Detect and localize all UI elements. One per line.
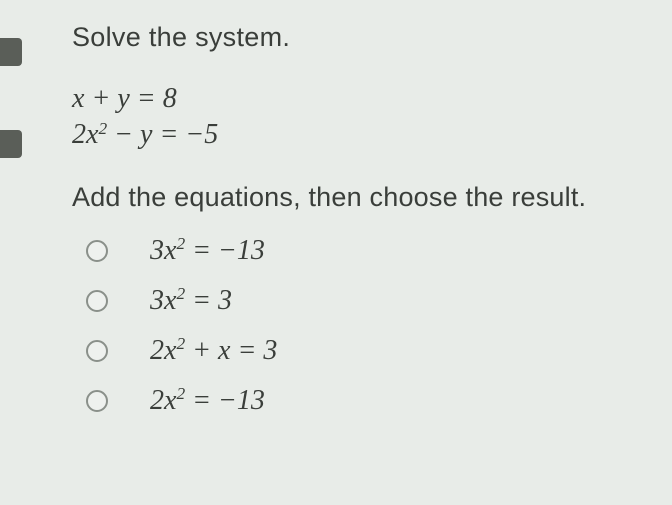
options-group: 3 x2 = −13 3 x2 = 3 2 x2 + x bbox=[72, 235, 672, 417]
option-3[interactable]: 2 x2 + x = 3 bbox=[86, 335, 672, 367]
eq2-var1-base: x bbox=[86, 119, 98, 150]
eq2-term2: y bbox=[140, 117, 152, 153]
radio-icon[interactable] bbox=[86, 390, 108, 412]
eq2-eq: = bbox=[152, 117, 185, 153]
equation-1: x + y = 8 bbox=[72, 81, 672, 117]
eq1-term1: x bbox=[72, 81, 84, 117]
eq2-var1: x2 bbox=[86, 117, 107, 153]
eq2-coef1: 2 bbox=[72, 117, 86, 153]
eq1-rhs: 8 bbox=[163, 81, 177, 117]
opt3-rhs: 3 bbox=[263, 335, 277, 367]
eq2-op1: − bbox=[107, 117, 140, 153]
option-1-text: 3 x2 = −13 bbox=[150, 235, 265, 267]
radio-icon[interactable] bbox=[86, 290, 108, 312]
opt1-var-base: x bbox=[164, 235, 176, 266]
opt3-var: x2 bbox=[164, 335, 185, 367]
option-2-text: 3 x2 = 3 bbox=[150, 285, 232, 317]
prompt-text: Solve the system. bbox=[72, 22, 672, 53]
option-4[interactable]: 2 x2 = −13 bbox=[86, 385, 672, 417]
opt3-eq: = bbox=[230, 335, 263, 367]
opt4-eq: = bbox=[185, 385, 218, 417]
system-equations: x + y = 8 2 x2 − y = −5 bbox=[72, 81, 672, 154]
opt4-var-base: x bbox=[164, 385, 176, 416]
radio-icon[interactable] bbox=[86, 240, 108, 262]
question-panel: Solve the system. x + y = 8 2 x2 − y = −… bbox=[0, 0, 672, 417]
opt4-rhs: −13 bbox=[218, 385, 265, 417]
radio-icon[interactable] bbox=[86, 340, 108, 362]
option-3-text: 2 x2 + x = 3 bbox=[150, 335, 277, 367]
instruction-text: Add the equations, then choose the resul… bbox=[72, 182, 672, 213]
eq1-op1: + bbox=[84, 81, 117, 117]
opt4-var: x2 bbox=[164, 385, 185, 417]
opt3-coef: 2 bbox=[150, 335, 164, 367]
opt1-coef: 3 bbox=[150, 235, 164, 267]
opt3-extra: + x bbox=[185, 335, 230, 367]
opt1-eq: = bbox=[185, 235, 218, 267]
option-1[interactable]: 3 x2 = −13 bbox=[86, 235, 672, 267]
equation-2: 2 x2 − y = −5 bbox=[72, 117, 672, 153]
opt4-exp: 2 bbox=[176, 384, 185, 403]
nav-tab-1[interactable] bbox=[0, 38, 22, 66]
opt3-exp: 2 bbox=[176, 334, 185, 353]
eq1-term2: y bbox=[117, 81, 129, 117]
opt1-rhs: −13 bbox=[218, 235, 265, 267]
opt2-var: x2 bbox=[164, 285, 185, 317]
option-4-text: 2 x2 = −13 bbox=[150, 385, 265, 417]
opt2-rhs: 3 bbox=[218, 285, 232, 317]
eq2-exp1: 2 bbox=[98, 119, 107, 138]
opt2-var-base: x bbox=[164, 285, 176, 316]
nav-tab-2[interactable] bbox=[0, 130, 22, 158]
eq2-rhs: −5 bbox=[185, 117, 218, 153]
opt1-exp: 2 bbox=[176, 234, 185, 253]
eq1-eq: = bbox=[130, 81, 163, 117]
opt1-var: x2 bbox=[164, 235, 185, 267]
option-2[interactable]: 3 x2 = 3 bbox=[86, 285, 672, 317]
opt2-eq: = bbox=[185, 285, 218, 317]
opt3-var-base: x bbox=[164, 335, 176, 366]
opt4-coef: 2 bbox=[150, 385, 164, 417]
opt2-exp: 2 bbox=[176, 284, 185, 303]
opt2-coef: 3 bbox=[150, 285, 164, 317]
